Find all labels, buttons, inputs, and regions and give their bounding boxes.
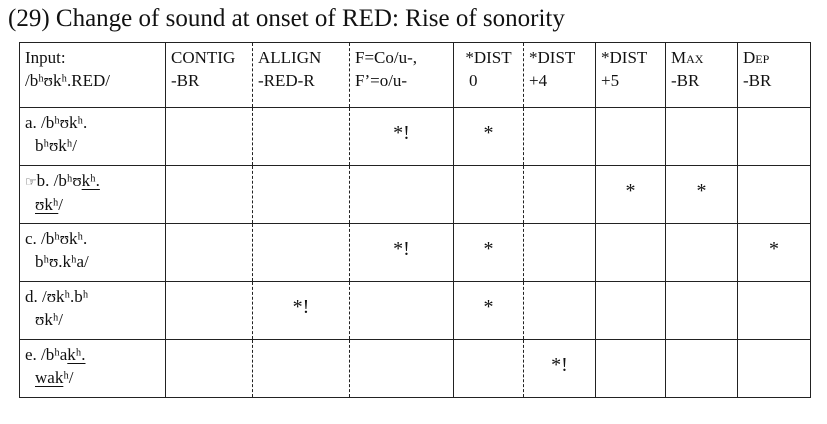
violation-mark xyxy=(165,165,253,224)
violation-mark xyxy=(349,281,454,340)
candidate-row-e: e. /bʰakʰ. wakʰ/ *! xyxy=(19,339,811,398)
constraint-dep-br: Dep -BR xyxy=(737,42,811,108)
violation-mark xyxy=(595,223,666,282)
violation-mark xyxy=(165,223,253,282)
violation-mark xyxy=(595,281,666,340)
violation-mark: * xyxy=(453,281,524,340)
violation-mark xyxy=(523,107,596,166)
candidate-row-d: d. /ʊkʰ.bʰ ʊkʰ/ *! * xyxy=(19,281,811,340)
constraint-allign-red-r: ALLIGN -RED-R xyxy=(252,42,350,108)
violation-mark xyxy=(523,165,596,224)
input-header: Input: /bʰʊkʰ.RED/ xyxy=(19,42,166,108)
candidate-form: c. /bʰʊkʰ. bʰʊ.kʰa/ xyxy=(19,223,166,282)
violation-mark: * xyxy=(453,107,524,166)
constraint-dist-0: *DIST 0 xyxy=(453,42,524,108)
violation-mark xyxy=(665,339,738,398)
violation-mark xyxy=(595,107,666,166)
constraint-dist-plus5: *DIST +5 xyxy=(595,42,666,108)
tableau-title: (29) Change of sound at onset of RED: Ri… xyxy=(8,5,565,32)
ot-tableau: Input: /bʰʊkʰ.RED/ CONTIG -BR ALLIGN -RE… xyxy=(19,42,811,398)
violation-mark: * xyxy=(737,223,811,282)
violation-mark xyxy=(252,223,350,282)
constraint-contig-br: CONTIG -BR xyxy=(165,42,253,108)
candidate-row-c: c. /bʰʊkʰ. bʰʊ.kʰa/ *! * * xyxy=(19,223,811,282)
candidate-form: e. /bʰakʰ. wakʰ/ xyxy=(19,339,166,398)
violation-mark xyxy=(737,339,811,398)
violation-mark: *! xyxy=(349,223,454,282)
violation-mark xyxy=(252,165,350,224)
violation-mark xyxy=(453,339,524,398)
violation-mark xyxy=(737,281,811,340)
violation-mark xyxy=(165,107,253,166)
violation-mark xyxy=(252,107,350,166)
violation-mark: *! xyxy=(349,107,454,166)
violation-mark: * xyxy=(453,223,524,282)
violation-mark xyxy=(165,281,253,340)
candidate-form: d. /ʊkʰ.bʰ ʊkʰ/ xyxy=(19,281,166,340)
violation-mark xyxy=(737,165,811,224)
candidate-form: ☞b. /bʰʊkʰ. ʊkʰ/ xyxy=(19,165,166,224)
violation-mark xyxy=(665,281,738,340)
violation-mark xyxy=(665,223,738,282)
constraint-max-br: Max -BR xyxy=(665,42,738,108)
header-row: Input: /bʰʊkʰ.RED/ CONTIG -BR ALLIGN -RE… xyxy=(19,42,811,108)
violation-mark: *! xyxy=(523,339,596,398)
violation-mark: *! xyxy=(252,281,350,340)
violation-mark: * xyxy=(665,165,738,224)
pointing-hand-icon: ☞ xyxy=(25,174,37,189)
violation-mark xyxy=(453,165,524,224)
violation-mark xyxy=(595,339,666,398)
candidate-form: a. /bʰʊkʰ. bʰʊkʰ/ xyxy=(19,107,166,166)
violation-mark xyxy=(349,339,454,398)
violation-mark xyxy=(665,107,738,166)
violation-mark xyxy=(165,339,253,398)
violation-mark xyxy=(349,165,454,224)
candidate-row-a: a. /bʰʊkʰ. bʰʊkʰ/ *! * xyxy=(19,107,811,166)
violation-mark xyxy=(252,339,350,398)
constraint-dist-plus4: *DIST +4 xyxy=(523,42,596,108)
constraint-f-co-u: F=Co/u-, F’=o/u- xyxy=(349,42,454,108)
violation-mark xyxy=(737,107,811,166)
violation-mark: * xyxy=(595,165,666,224)
violation-mark xyxy=(523,281,596,340)
candidate-row-b: ☞b. /bʰʊkʰ. ʊkʰ/ * * xyxy=(19,165,811,224)
violation-mark xyxy=(523,223,596,282)
